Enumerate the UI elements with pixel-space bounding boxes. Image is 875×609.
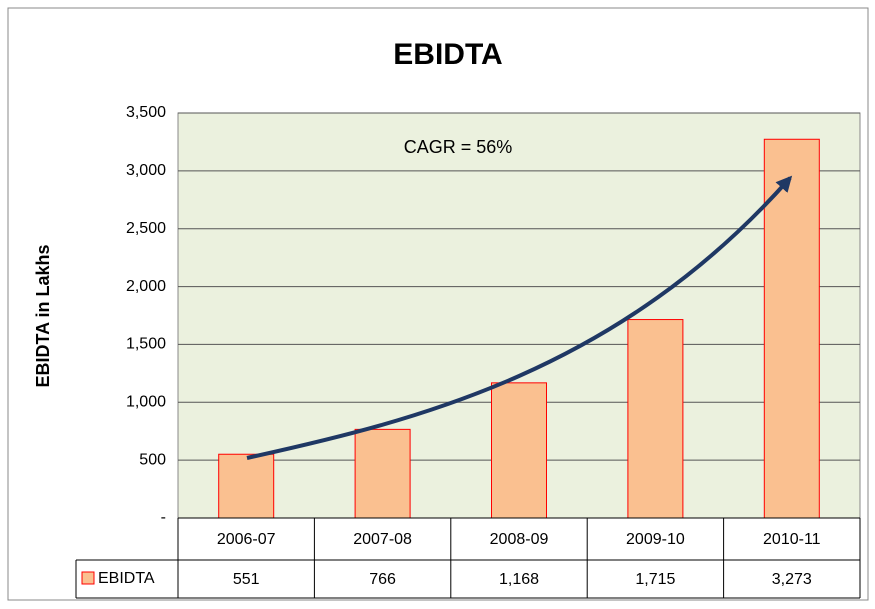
table-value: 1,168: [499, 571, 539, 588]
y-tick-label: 2,500: [126, 220, 166, 237]
bar: [627, 319, 684, 519]
table-value: 766: [369, 571, 396, 588]
x-tick-label: 2009-10: [626, 531, 685, 548]
y-tick-label: 2,000: [126, 278, 166, 295]
table-value: 551: [233, 571, 260, 588]
bar: [763, 138, 820, 519]
y-tick-label: 1,500: [126, 336, 166, 353]
trend-arrow: [246, 175, 793, 460]
x-tick-label: 2008-09: [490, 531, 549, 548]
y-tick-label: -: [161, 509, 166, 526]
chart-title: EBIDTA: [393, 38, 502, 71]
table-value: 1,715: [635, 571, 675, 588]
annotation: CAGR = 56%: [404, 137, 513, 157]
y-tick-label: 3,000: [126, 162, 166, 179]
y-tick-label: 1,000: [126, 394, 166, 411]
x-tick-label: 2007-08: [353, 531, 412, 548]
y-axis-label: EBIDTA in Lakhs: [33, 244, 53, 387]
x-tick-label: 2006-07: [217, 531, 276, 548]
y-tick-label: 500: [139, 451, 166, 468]
legend-swatch: [81, 571, 95, 585]
bar: [354, 428, 411, 519]
y-tick-label: 3,500: [126, 104, 166, 121]
x-tick-label: 2010-11: [763, 531, 821, 548]
table-value: 3,273: [772, 571, 812, 588]
bar: [218, 453, 275, 519]
legend-label: EBIDTA: [98, 570, 155, 587]
bar: [491, 382, 547, 519]
